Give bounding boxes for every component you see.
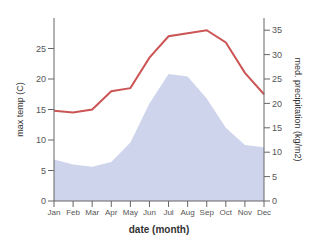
svg-text:Jun: Jun (143, 208, 156, 217)
svg-text:25: 25 (36, 44, 46, 54)
svg-text:30: 30 (272, 50, 282, 60)
svg-text:35: 35 (272, 25, 282, 35)
svg-text:max temp (C): max temp (C) (15, 82, 25, 137)
svg-text:Apr: Apr (105, 208, 118, 217)
svg-text:Aug: Aug (181, 208, 195, 217)
svg-text:Mar: Mar (85, 208, 99, 217)
svg-text:Jul: Jul (163, 208, 173, 217)
svg-text:med. precipitation (kg/m2): med. precipitation (kg/m2) (293, 57, 303, 161)
svg-text:0: 0 (41, 196, 46, 206)
svg-text:25: 25 (272, 74, 282, 84)
svg-text:20: 20 (272, 99, 282, 109)
svg-text:0: 0 (272, 196, 277, 206)
svg-text:Nov: Nov (238, 208, 252, 217)
svg-text:May: May (123, 208, 138, 217)
svg-text:Feb: Feb (66, 208, 80, 217)
svg-text:10: 10 (272, 147, 282, 157)
svg-text:5: 5 (272, 172, 277, 182)
svg-text:20: 20 (36, 74, 46, 84)
svg-text:date (month): date (month) (129, 224, 190, 235)
svg-text:Oct: Oct (220, 208, 233, 217)
svg-text:10: 10 (36, 135, 46, 145)
svg-text:15: 15 (272, 123, 282, 133)
svg-text:Sep: Sep (200, 208, 215, 217)
svg-text:Dec: Dec (257, 208, 271, 217)
svg-text:Jan: Jan (48, 208, 61, 217)
svg-text:5: 5 (41, 166, 46, 176)
svg-text:15: 15 (36, 105, 46, 115)
